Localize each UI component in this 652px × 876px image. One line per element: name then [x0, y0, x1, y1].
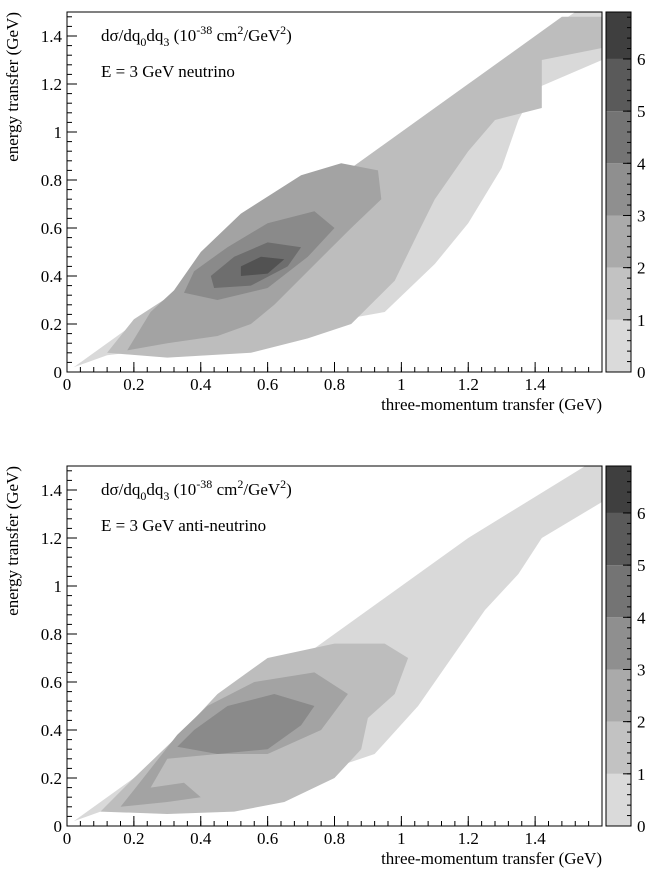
x-tick-label: 1.4	[525, 829, 547, 848]
colorbar-band	[606, 267, 631, 320]
y-tick-label: 0.6	[41, 673, 62, 692]
chart-panel-2: 0 0.2 0.4 0.6 0.8 1 1.2 1.4 0 0.2 0.4 0.6 0.8 1 1.2 1.4…	[3, 465, 646, 868]
panel-title: dσ/dq0dq3 (10-38 cm2/GeV2)	[101, 23, 292, 49]
x-tick-label: 0.6	[257, 375, 278, 394]
x-tick-label: 0	[63, 375, 72, 394]
colorbar-band	[606, 12, 631, 59]
colorbar-band	[606, 163, 631, 216]
colorbar-tick-label: 5	[637, 556, 646, 575]
y-tick-label: 0.4	[41, 267, 63, 286]
x-tick-label: 1.2	[458, 375, 479, 394]
contour-layer	[73, 12, 602, 368]
x-tick-label: 1.2	[458, 829, 479, 848]
colorbar-band	[606, 617, 631, 670]
colorbar-band	[606, 319, 631, 372]
contour-level-6	[240, 256, 285, 276]
y-tick-label: 0.2	[41, 769, 62, 788]
y-tick-label: 0.4	[41, 721, 63, 740]
x-tick-label: 0	[63, 829, 72, 848]
x-axis-title: three-momentum transfer (GeV)	[381, 395, 602, 414]
colorbar-band	[606, 111, 631, 164]
x-tick-label: 1.4	[525, 375, 547, 394]
panel-subtitle: E = 3 GeV anti-neutrino	[101, 516, 266, 535]
x-tick-label: 0.6	[257, 829, 278, 848]
y-axis-title: energy transfer (GeV)	[3, 12, 22, 162]
y-tick-label: 0.8	[41, 625, 62, 644]
colorbar-band	[606, 58, 631, 112]
colorbar-tick-label: 0	[637, 817, 646, 836]
y-tick-label: 0.8	[41, 171, 62, 190]
colorbar-tick-label: 4	[637, 154, 646, 173]
y-tick-label: 0.2	[41, 315, 62, 334]
colorbar-band	[606, 565, 631, 618]
x-tick-label: 0.4	[190, 375, 212, 394]
colorbar-frame	[605, 465, 632, 827]
y-tick-label: 1.4	[41, 27, 63, 46]
colorbar-tick-label: 1	[637, 311, 646, 330]
colorbar-tick-label: 4	[637, 608, 646, 627]
x-tick-label: 1	[397, 829, 406, 848]
y-tick-label: 0	[54, 363, 63, 382]
colorbar-band	[606, 466, 631, 513]
colorbar-tick-label: 6	[637, 50, 646, 69]
colorbar-band	[606, 512, 631, 566]
x-tick-label: 0.8	[324, 375, 345, 394]
contour-layer	[73, 466, 602, 822]
colorbar-tick-label: 2	[637, 259, 646, 278]
y-tick-label: 0	[54, 817, 63, 836]
colorbar-band	[606, 215, 631, 268]
y-axis-title: energy transfer (GeV)	[3, 466, 22, 616]
y-tick-label: 0.6	[41, 219, 62, 238]
y-tick-label: 1	[54, 123, 63, 142]
colorbar-tick-label: 6	[637, 504, 646, 523]
x-tick-label: 1	[397, 375, 406, 394]
y-tick-label: 1.4	[41, 481, 63, 500]
x-tick-label: 0.2	[123, 829, 144, 848]
x-tick-label: 0.4	[190, 829, 212, 848]
colorbar-tick-label: 2	[637, 713, 646, 732]
colorbar-band	[606, 773, 631, 826]
contour-level-4	[177, 694, 315, 754]
colorbar-frame	[605, 11, 632, 373]
x-tick-label: 0.8	[324, 829, 345, 848]
colorbar-tick-label: 3	[637, 660, 646, 679]
y-tick-label: 1	[54, 577, 63, 596]
colorbar-tick-label: 1	[637, 765, 646, 784]
colorbar-tick-label: 5	[637, 102, 646, 121]
colorbar-band	[606, 721, 631, 774]
colorbar-tick-label: 0	[637, 363, 646, 382]
x-axis-title: three-momentum transfer (GeV)	[381, 849, 602, 868]
panel-title: dσ/dq0dq3 (10-38 cm2/GeV2)	[101, 477, 292, 503]
colorbar-band	[606, 669, 631, 722]
colorbar-tick-label: 3	[637, 206, 646, 225]
panel-subtitle: E = 3 GeV neutrino	[101, 62, 235, 81]
y-tick-label: 1.2	[41, 529, 62, 548]
y-tick-label: 1.2	[41, 75, 62, 94]
x-tick-label: 0.2	[123, 375, 144, 394]
chart-panel-1: 0 0.2 0.4 0.6 0.8 1 1.2 1.4 0 0.2 0.4 0.6 0.8 1 1.2 1.4…	[3, 11, 646, 414]
